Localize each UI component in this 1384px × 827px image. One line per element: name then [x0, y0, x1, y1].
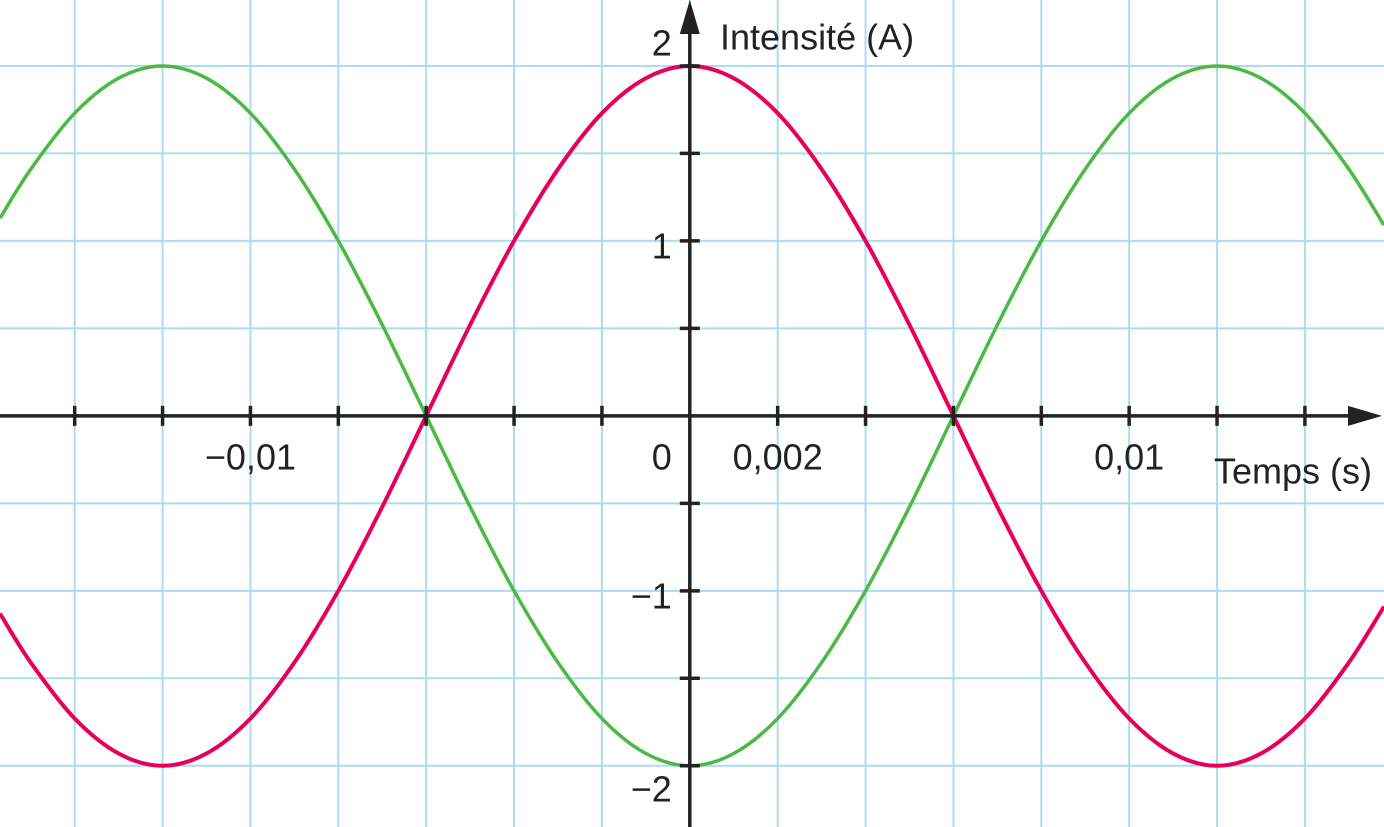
- y-axis-arrow: [679, 0, 700, 34]
- x-tick-label: 0,01: [1094, 436, 1164, 477]
- y-axis-title: Intensité (A): [720, 17, 914, 58]
- y-tick-label: 1: [652, 225, 672, 266]
- x-tick-label: 0: [652, 436, 672, 477]
- y-tick-label: 2: [652, 22, 672, 63]
- x-axis-title: Temps (s): [1214, 451, 1372, 492]
- x-tick-label: −0,01: [205, 436, 296, 477]
- y-tick-label: −1: [631, 575, 672, 616]
- x-tick-label: 0,002: [733, 436, 823, 477]
- x-axis-arrow: [1348, 405, 1382, 426]
- y-tick-label: −2: [631, 768, 672, 809]
